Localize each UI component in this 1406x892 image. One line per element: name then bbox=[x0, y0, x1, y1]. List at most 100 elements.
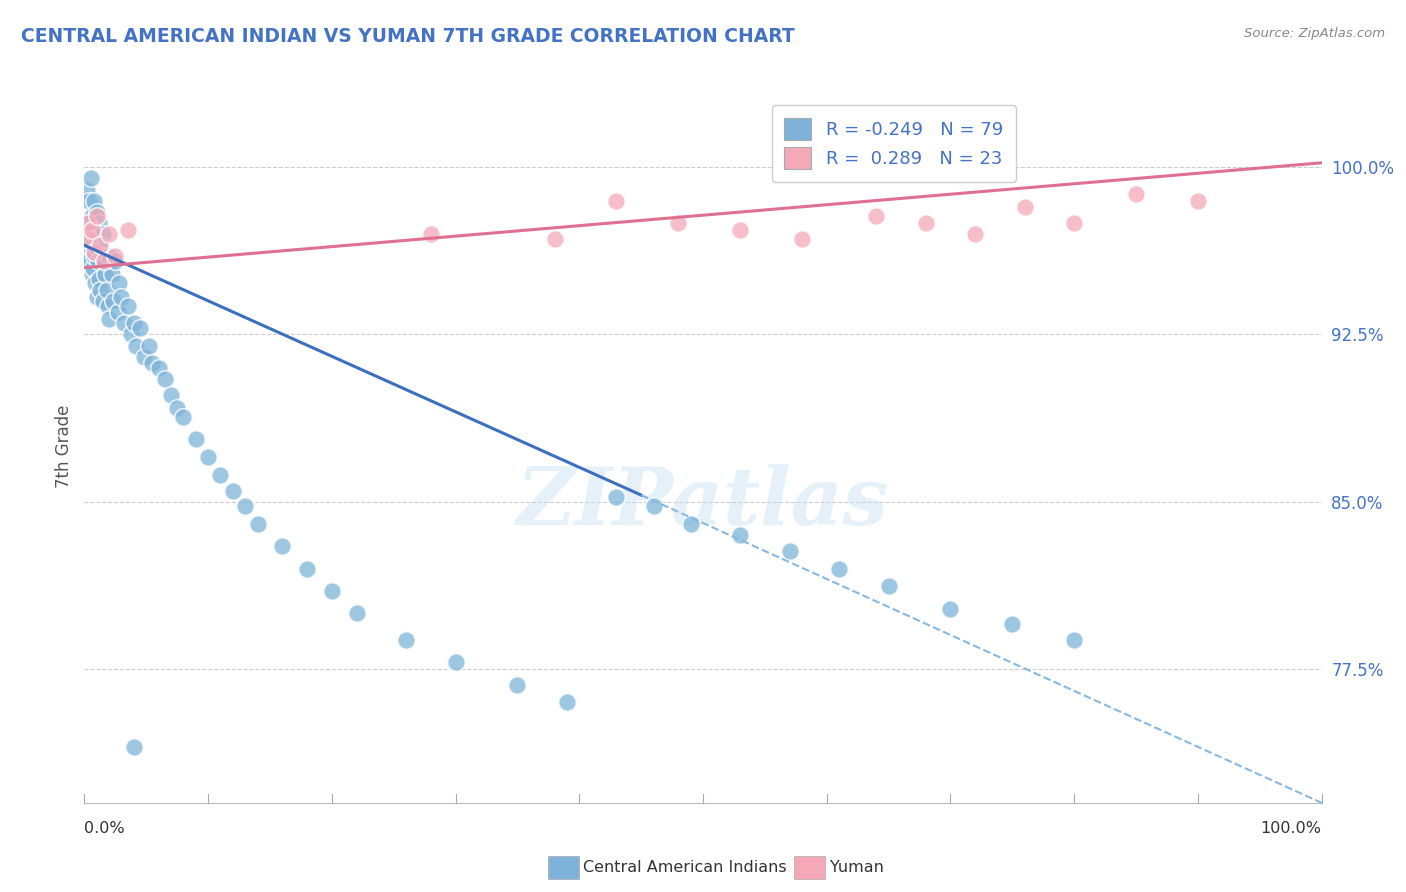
Point bbox=[939, 601, 962, 615]
Point bbox=[82, 260, 104, 275]
Point bbox=[828, 561, 851, 575]
Point bbox=[89, 216, 111, 230]
Point bbox=[93, 253, 115, 268]
Point bbox=[117, 298, 139, 312]
Point bbox=[321, 583, 343, 598]
Point bbox=[346, 606, 368, 620]
Point bbox=[77, 249, 100, 263]
Point bbox=[79, 253, 101, 268]
Point bbox=[93, 253, 115, 268]
Point bbox=[101, 293, 124, 308]
Point bbox=[148, 360, 170, 375]
Point bbox=[271, 539, 294, 553]
Point bbox=[84, 222, 107, 236]
Point bbox=[914, 216, 936, 230]
Point bbox=[122, 739, 145, 754]
Point bbox=[77, 216, 100, 230]
Point bbox=[197, 450, 219, 464]
Point bbox=[97, 298, 120, 312]
Point bbox=[295, 561, 318, 575]
Point bbox=[83, 249, 105, 263]
Point bbox=[89, 271, 111, 285]
Point bbox=[82, 225, 104, 239]
Point bbox=[1001, 617, 1024, 632]
Point bbox=[125, 338, 148, 352]
Point bbox=[138, 338, 160, 352]
Point bbox=[110, 289, 132, 303]
Point bbox=[77, 216, 100, 230]
Legend: R = -0.249   N = 79, R =  0.289   N = 23: R = -0.249 N = 79, R = 0.289 N = 23 bbox=[772, 105, 1015, 182]
Point bbox=[129, 320, 152, 334]
Point bbox=[98, 249, 121, 263]
Point bbox=[87, 253, 110, 268]
Point bbox=[160, 387, 183, 401]
Point bbox=[79, 231, 101, 245]
Point bbox=[643, 499, 665, 513]
Point bbox=[543, 231, 565, 245]
Point bbox=[104, 253, 127, 268]
Point bbox=[83, 244, 105, 259]
Point bbox=[79, 231, 101, 245]
Point bbox=[1014, 200, 1036, 214]
Point bbox=[87, 243, 110, 257]
Point bbox=[79, 194, 101, 208]
Point bbox=[153, 372, 176, 386]
Point bbox=[89, 238, 111, 252]
Point bbox=[86, 204, 108, 219]
Point bbox=[98, 227, 121, 241]
Point bbox=[84, 276, 107, 290]
Point bbox=[132, 350, 155, 364]
Y-axis label: 7th Grade: 7th Grade bbox=[55, 404, 73, 488]
Text: CENTRAL AMERICAN INDIAN VS YUMAN 7TH GRADE CORRELATION CHART: CENTRAL AMERICAN INDIAN VS YUMAN 7TH GRA… bbox=[21, 27, 794, 45]
Point bbox=[965, 227, 987, 241]
Point bbox=[108, 276, 131, 290]
Text: ZIPatlas: ZIPatlas bbox=[517, 465, 889, 541]
Point bbox=[790, 231, 813, 245]
Point bbox=[82, 238, 104, 252]
Point bbox=[112, 316, 135, 330]
Point bbox=[166, 401, 188, 415]
Point bbox=[877, 579, 900, 593]
Point bbox=[89, 235, 111, 250]
Point bbox=[104, 249, 127, 263]
Point bbox=[90, 249, 112, 263]
Point bbox=[83, 194, 105, 208]
Point bbox=[679, 516, 702, 531]
Point bbox=[419, 227, 441, 241]
Point bbox=[98, 311, 121, 326]
Point bbox=[91, 227, 114, 241]
Point bbox=[1063, 216, 1085, 230]
Point bbox=[172, 409, 194, 424]
Point bbox=[107, 305, 129, 319]
Point bbox=[555, 695, 578, 709]
Point bbox=[80, 222, 103, 236]
Point bbox=[80, 209, 103, 223]
Point bbox=[865, 209, 887, 223]
Point bbox=[120, 327, 142, 342]
Point bbox=[79, 171, 101, 186]
Text: Source: ZipAtlas.com: Source: ZipAtlas.com bbox=[1244, 27, 1385, 40]
Point bbox=[76, 182, 98, 196]
Point bbox=[80, 267, 103, 281]
Point bbox=[444, 655, 467, 669]
Point bbox=[86, 231, 108, 245]
Point bbox=[89, 283, 111, 297]
Point bbox=[141, 356, 163, 370]
Point bbox=[91, 293, 114, 308]
Text: 100.0%: 100.0% bbox=[1261, 821, 1322, 836]
Point bbox=[605, 194, 627, 208]
Point bbox=[506, 677, 529, 691]
Point bbox=[233, 499, 256, 513]
Point bbox=[86, 209, 108, 223]
Point bbox=[1125, 186, 1147, 201]
Point bbox=[86, 289, 108, 303]
Point bbox=[100, 267, 122, 281]
Point bbox=[96, 283, 118, 297]
Point bbox=[395, 632, 418, 647]
Point bbox=[666, 216, 689, 230]
Point bbox=[184, 432, 207, 446]
Point bbox=[122, 316, 145, 330]
Point bbox=[222, 483, 245, 498]
Text: 0.0%: 0.0% bbox=[84, 821, 125, 836]
Point bbox=[94, 267, 117, 281]
